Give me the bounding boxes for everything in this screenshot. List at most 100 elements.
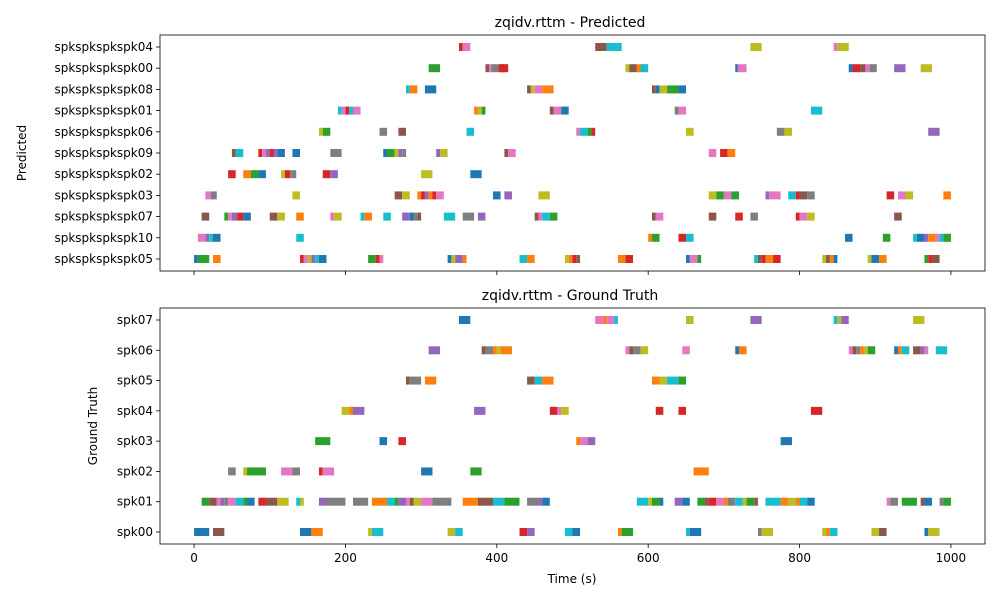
- speech-segment: [651, 212, 656, 221]
- speech-segment: [549, 406, 558, 415]
- speech-segment: [886, 191, 895, 200]
- speech-segment: [504, 497, 520, 506]
- speech-segment: [924, 233, 929, 242]
- speech-segment: [224, 212, 229, 221]
- speech-segment: [580, 127, 588, 136]
- speech-segment: [394, 149, 399, 157]
- speech-segment: [686, 255, 690, 263]
- predicted-axes-frame: [159, 34, 986, 272]
- speech-segment: [413, 212, 418, 221]
- speech-segment: [500, 346, 512, 355]
- speech-segment: [462, 255, 467, 263]
- speech-segment: [723, 497, 728, 506]
- speech-segment: [436, 191, 444, 200]
- speech-segment: [674, 106, 679, 115]
- speech-segment: [538, 497, 543, 506]
- speech-segment: [943, 497, 951, 506]
- speech-segment: [315, 255, 319, 263]
- y-tick-label: spk00: [117, 525, 153, 539]
- speech-segment: [228, 497, 236, 506]
- speech-segment: [682, 346, 690, 355]
- y-tick-label: spkspkspkspk04: [54, 40, 153, 54]
- speech-segment: [527, 255, 535, 263]
- speech-segment: [345, 106, 350, 115]
- speech-segment: [587, 127, 592, 136]
- speech-segment: [318, 497, 327, 506]
- speech-segment: [353, 497, 369, 506]
- y-tick-label: spkspkspkspk00: [54, 61, 153, 75]
- ground-truth-x-ticks: 0 200 400 600 800 1000: [190, 544, 966, 565]
- speech-segment: [640, 346, 649, 355]
- speech-segment: [504, 191, 512, 200]
- speech-segment: [334, 212, 342, 221]
- speech-segment: [769, 191, 781, 200]
- speech-segment: [869, 64, 877, 73]
- speech-segment: [822, 255, 827, 263]
- speech-segment: [243, 467, 248, 476]
- speech-segment: [231, 212, 238, 221]
- speech-segment: [651, 85, 656, 94]
- speech-segment: [659, 85, 668, 94]
- speech-segment: [269, 149, 274, 157]
- speech-segment: [220, 497, 225, 506]
- speech-segment: [489, 64, 494, 73]
- speech-segment: [754, 497, 758, 506]
- speech-segment: [542, 212, 550, 221]
- speech-segment: [678, 106, 687, 115]
- speech-segment: [848, 64, 853, 73]
- speech-segment: [265, 149, 270, 157]
- speech-segment: [935, 346, 948, 355]
- speech-segment: [224, 497, 229, 506]
- speech-segment: [360, 212, 365, 221]
- speech-segment: [235, 149, 244, 157]
- speech-segment: [788, 191, 796, 200]
- speech-segment: [209, 233, 213, 242]
- speech-segment: [678, 406, 687, 415]
- speech-segment: [337, 106, 342, 115]
- speech-segment: [841, 316, 849, 324]
- speech-segment: [292, 149, 301, 157]
- speech-segment: [455, 528, 463, 536]
- speech-segment: [470, 467, 482, 476]
- speech-segment: [379, 437, 388, 446]
- speech-segment: [527, 85, 531, 94]
- speech-segment: [504, 149, 509, 157]
- speech-segment: [300, 497, 304, 506]
- speech-segment: [330, 170, 338, 179]
- speech-segment: [905, 191, 914, 200]
- speech-segment: [402, 191, 410, 200]
- speech-segment: [394, 191, 403, 200]
- speech-segment: [542, 85, 554, 94]
- speech-segment: [353, 406, 365, 415]
- speech-segment: [606, 43, 611, 51]
- speech-segment: [636, 497, 649, 506]
- speech-segment: [300, 255, 304, 263]
- speech-segment: [686, 127, 694, 136]
- x-tick-label: 400: [485, 551, 508, 565]
- speech-segment: [848, 346, 853, 355]
- speech-segment: [913, 233, 917, 242]
- speech-segment: [932, 255, 940, 263]
- speech-segment: [750, 43, 762, 51]
- ground-truth-y-axis-label: Ground Truth: [86, 387, 100, 465]
- speech-segment: [322, 170, 331, 179]
- speech-segment: [421, 467, 433, 476]
- speech-segment: [739, 346, 747, 355]
- x-tick-label: 800: [788, 551, 811, 565]
- y-tick-label: spk01: [117, 495, 153, 509]
- speech-segment: [326, 497, 346, 506]
- speech-segment: [462, 43, 471, 51]
- speech-segment: [761, 255, 766, 263]
- speech-segment: [822, 528, 827, 536]
- speech-segment: [318, 127, 323, 136]
- speech-segment: [731, 191, 740, 200]
- speech-segment: [409, 376, 422, 385]
- speech-segment: [897, 346, 902, 355]
- speech-segment: [341, 406, 350, 415]
- speech-segment: [572, 528, 581, 536]
- speech-segment: [375, 255, 380, 263]
- speech-segment: [212, 528, 225, 536]
- speech-segment: [856, 346, 861, 355]
